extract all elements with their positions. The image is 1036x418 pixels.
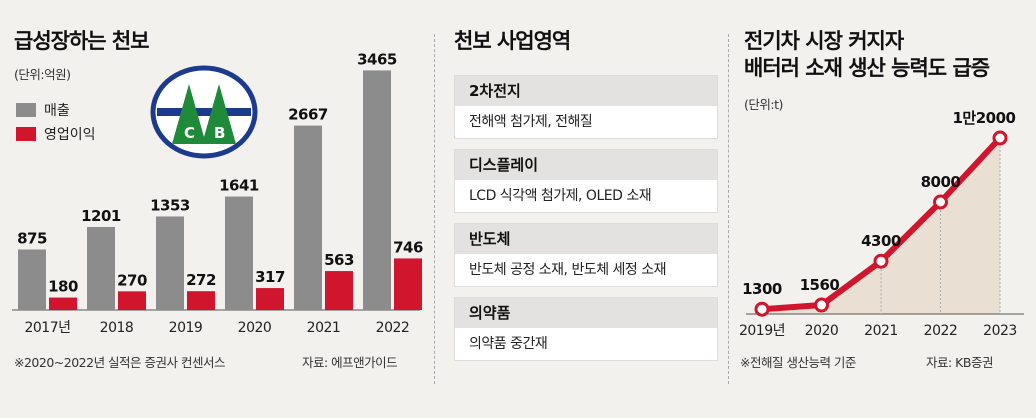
bar-label-revenue-4: 2667 [288, 106, 328, 124]
segment-display: 디스플레이 LCD 식각액 첨가제, OLED 소재 [454, 149, 718, 213]
bar-label-op-profit-0: 180 [48, 278, 78, 296]
bar-label-revenue-3: 1641 [219, 177, 259, 195]
x-tick-label-2: 2019 [169, 320, 203, 336]
bar-label-revenue-2: 1353 [150, 196, 190, 214]
x-tick-label-4: 2023 [983, 323, 1017, 339]
legend-label-op-profit: 영업이익 [44, 127, 96, 143]
segment-semiconductor: 반도체 반도체 공정 소재, 반도체 세정 소재 [454, 223, 718, 287]
capacity-point-2 [873, 253, 889, 269]
logo-letter-c: C [184, 124, 195, 142]
x-tick-label-5: 2022 [376, 320, 410, 336]
legend-label-revenue: 매출 [44, 103, 70, 119]
bar-revenue-1 [87, 226, 115, 310]
capacity-value-label-1: 1560 [800, 276, 840, 294]
x-tick-label-4: 2021 [307, 320, 341, 336]
bar-label-revenue-5: 3465 [357, 50, 397, 68]
x-tick-label-0: 2019년 [739, 323, 785, 339]
capacity-title-line1: 전기차 시장 커지자 [744, 29, 904, 53]
segment-pharma: 의약품 의약품 중간재 [454, 297, 718, 361]
segment-name: 디스플레이 [455, 150, 717, 180]
capacity-value-label-3: 8000 [921, 173, 961, 191]
bar-label-op-profit-2: 272 [186, 271, 216, 289]
segment-desc: 반도체 공정 소재, 반도체 세정 소재 [469, 262, 667, 278]
x-tick-label-1: 2020 [805, 323, 839, 339]
bar-label-op-profit-5: 746 [393, 238, 423, 256]
revenue-source: 자료: 에프앤가이드 [302, 355, 398, 370]
segment-name: 의약품 [455, 298, 717, 328]
bar-label-revenue-0: 875 [17, 230, 47, 248]
capacity-unit: (단위:t) [744, 97, 783, 112]
bar-op-profit-1 [118, 291, 146, 310]
revenue-panel: 급성장하는 천보 (단위:억원) 매출 영업이익 C B 875 180 2017년… [0, 0, 430, 418]
bar-label-revenue-1: 1201 [81, 207, 121, 225]
capacity-point-4 [992, 130, 1008, 146]
bar-revenue-0 [18, 249, 46, 310]
capacity-note: ※전해질 생산능력 기준 [740, 355, 856, 370]
business-title: 천보 사업영역 [454, 29, 571, 53]
bar-label-op-profit-1: 270 [117, 271, 147, 289]
capacity-value-label-4: 1만2000 [953, 109, 1016, 127]
capacity-value-label-0: 1300 [742, 280, 782, 298]
bar-op-profit-0 [49, 297, 77, 310]
segment-name: 반도체 [455, 224, 717, 254]
revenue-unit: (단위:억원) [14, 67, 71, 82]
segment-desc: LCD 식각액 첨가제, OLED 소재 [469, 188, 652, 204]
legend-swatch-revenue [16, 103, 36, 117]
capacity-line-chart: 1300 2019년 1560 2020 4300 2021 8000 2022 1만2000 2… [739, 109, 1024, 339]
bar-op-profit-4 [325, 271, 353, 310]
capacity-value-label-2: 4300 [861, 232, 901, 250]
revenue-title: 급성장하는 천보 [14, 29, 150, 53]
capacity-area-fill [762, 138, 1000, 314]
x-tick-label-3: 2020 [238, 320, 272, 336]
legend-swatch-op-profit [16, 127, 36, 141]
divider-left [434, 34, 435, 384]
segment-desc: 전해액 첨가제, 전해질 [469, 114, 593, 130]
bar-label-op-profit-3: 317 [255, 268, 285, 286]
bar-revenue-4 [294, 125, 322, 310]
capacity-point-3 [933, 194, 948, 210]
x-tick-label-3: 2022 [924, 323, 958, 339]
bar-revenue-3 [225, 196, 253, 310]
capacity-point-0 [754, 301, 770, 317]
bar-op-profit-5 [394, 258, 422, 310]
logo-letter-b: B [214, 124, 225, 142]
segment-battery: 2차전지 전해액 첨가제, 전해질 [454, 75, 718, 139]
x-tick-label-0: 2017년 [24, 320, 70, 336]
segment-desc: 의약품 중간재 [469, 336, 548, 352]
business-panel: 천보 사업영역 2차전지 전해액 첨가제, 전해질 디스플레이 LCD 식각액 … [440, 0, 730, 418]
capacity-point-1 [814, 297, 829, 313]
bar-op-profit-2 [187, 291, 215, 310]
bar-revenue-5 [363, 70, 391, 310]
bar-label-op-profit-4: 563 [324, 251, 354, 269]
capacity-title-line2: 배터러 소재 생산 능력도 급증 [744, 56, 990, 80]
cheonbo-logo-icon: C B [150, 65, 258, 159]
capacity-source: 자료: KB증권 [926, 355, 993, 370]
capacity-panel: 전기차 시장 커지자 배터러 소재 생산 능력도 급증 (단위:t) 1300 2… [732, 0, 1036, 418]
bar-revenue-2 [156, 216, 184, 310]
revenue-bar-chart: 875 180 2017년 1201 270 2018 1353 272 2019 1641 317… [12, 50, 423, 336]
x-tick-label-1: 2018 [100, 320, 134, 336]
divider-right [728, 34, 729, 384]
segment-name: 2차전지 [455, 76, 717, 106]
bar-op-profit-3 [256, 288, 284, 310]
x-tick-label-2: 2021 [864, 323, 898, 339]
revenue-note: ※2020~2022년 실적은 증권사 컨센서스 [14, 355, 226, 370]
